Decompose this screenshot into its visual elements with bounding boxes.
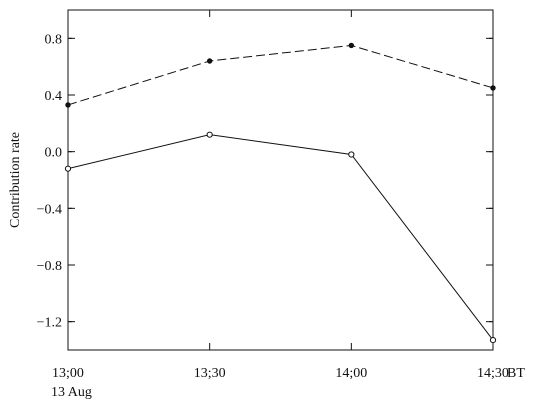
x-axis-sub-label: 13 Aug [51,385,92,400]
series-1-point [348,42,355,49]
y-tick-label: −0.4 [37,202,62,217]
series-1-point [65,102,71,108]
y-tick-label: 0.0 [45,146,63,161]
series-2-point [206,131,213,138]
y-tick-label: 0.8 [45,32,63,47]
y-axis-ticks: 0.8 0.4 0.0 −0.4 −0.8 −1.2 [37,32,493,331]
series-1-line [67,44,494,106]
plot-frame [67,9,494,351]
x-axis-unit-label: BT [507,366,525,381]
series-1-point [490,85,496,91]
y-tick-label: 0.4 [45,89,63,104]
series-2-point [64,165,72,172]
x-tick-label: 13;30 [194,366,226,381]
y-axis-label: Contribution rate [8,132,23,228]
series-2-point [489,336,497,344]
x-axis-ticks: 13;00 13;30 14;00 14;30 [52,10,509,381]
series-1-point [206,58,213,64]
series-layer [64,42,497,344]
x-tick-label: 14;00 [335,366,367,381]
x-tick-label: 14;30 [477,366,509,381]
x-tick-label: 13;00 [52,366,84,381]
series-2-point [348,151,355,158]
y-tick-label: −0.8 [37,259,62,274]
y-tick-label: −1.2 [37,316,62,331]
series-2-line [67,134,494,341]
